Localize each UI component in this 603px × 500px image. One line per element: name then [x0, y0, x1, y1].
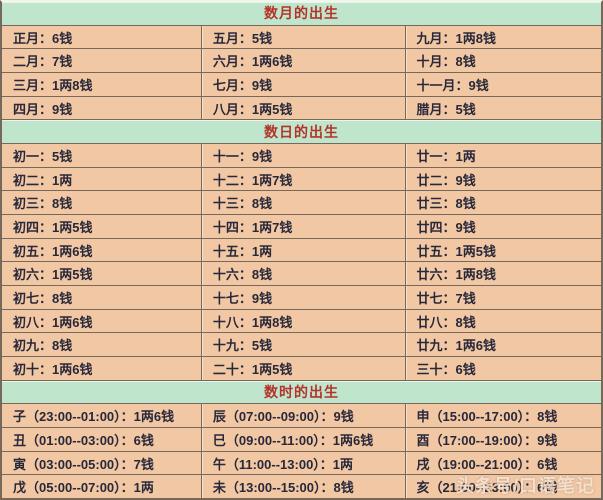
table-cell: 廿五：1两5钱	[404, 238, 601, 262]
table-row: 初七：8钱 十七：9钱 廿七：7钱	[2, 286, 601, 310]
table-cell: 十九：5钱	[200, 333, 405, 357]
table-cell: 二月：7钱	[2, 49, 201, 73]
table-cell: 十三：8钱	[200, 191, 405, 215]
table-cell: 初三：8钱	[2, 191, 201, 215]
table-cell: 丑（01:00--03:00）：6钱	[2, 428, 201, 451]
table-cell: 十六：8钱	[200, 262, 405, 286]
table-cell: 子（23:00--01:00）：1两6钱	[2, 404, 201, 428]
table-cell: 初六：1两5钱	[2, 262, 201, 286]
table-cell: 初四：1两5钱	[2, 215, 201, 238]
table-cell: 七月：9钱	[200, 73, 405, 96]
table-row: 初四：1两5钱 十四：1两7钱 廿四：9钱	[2, 215, 601, 239]
table-row: 四月：9钱 八月：1两5钱 腊月：5钱	[2, 96, 601, 121]
table-cell: 廿七：7钱	[404, 286, 601, 309]
table-cell: 九月：1两8钱	[404, 25, 601, 49]
table-cell: 廿三：8钱	[404, 191, 601, 215]
table-cell: 辰（07:00--09:00）：9钱	[200, 404, 405, 428]
table-cell: 六月：1两6钱	[200, 49, 405, 73]
table-cell: 初七：8钱	[2, 286, 201, 309]
table-cell: 酉（17:00--19:00）：9钱	[404, 428, 601, 451]
table-cell: 廿一：1两	[404, 144, 601, 167]
table-cell: 初二：1两	[2, 167, 201, 191]
table-row: 初九：8钱 十九：5钱 廿九：1两6钱	[2, 333, 601, 358]
table-cell: 廿四：9钱	[404, 215, 601, 238]
table-cell: 十一：9钱	[200, 144, 405, 167]
table-cell: 十五：1两	[200, 238, 405, 262]
table-cell: 十月：8钱	[404, 49, 601, 73]
table-cell: 二十：1两5钱	[200, 357, 405, 380]
table-cell: 三十：6钱	[404, 357, 601, 380]
table-cell: 三月：1两8钱	[2, 73, 201, 96]
table-cell: 亥（21:00--23:00）：6钱	[404, 475, 601, 498]
table-cell: 午（11:00--13:00）：1两	[200, 451, 405, 475]
table-cell: 十二：1两7钱	[200, 167, 405, 191]
table-row: 初六：1两5钱 十六：8钱 廿六：1两8钱	[2, 262, 601, 287]
table-cell: 戊（05:00--07:00）：1两	[2, 475, 201, 498]
section-header: 数日的出生	[2, 120, 601, 145]
table-cell: 初九：8钱	[2, 333, 201, 357]
table-cell: 十四：1两7钱	[200, 215, 405, 238]
table-cell: 未（13:00--15:00）：8钱	[200, 475, 405, 498]
table-cell: 十一月：9钱	[404, 73, 601, 96]
section-header: 数时的出生	[2, 380, 601, 405]
table-row: 二月：7钱 六月：1两6钱 十月：8钱	[2, 49, 601, 74]
table-cell: 初一：5钱	[2, 144, 201, 167]
table-cell: 腊月：5钱	[404, 96, 601, 120]
table-cell: 廿六：1两8钱	[404, 262, 601, 286]
section-header: 数月的出生	[2, 2, 601, 26]
table-cell: 廿二：9钱	[404, 167, 601, 191]
table-cell: 申（15:00--17:00）：8钱	[404, 404, 601, 428]
table-row: 正月：6钱 五月：5钱 九月：1两8钱	[2, 25, 601, 50]
table-cell: 十八：1两8钱	[200, 309, 405, 333]
table-cell: 十七：9钱	[200, 286, 405, 309]
table-row: 戊（05:00--07:00）：1两 未（13:00--15:00）：8钱 亥（21…	[2, 475, 601, 498]
table-cell: 廿八：8钱	[404, 309, 601, 333]
table-row: 初五：1两6钱 十五：1两 廿五：1两5钱	[2, 238, 601, 263]
table-row: 初二：1两 十二：1两7钱 廿二：9钱	[2, 167, 601, 192]
table-cell: 初八：1两6钱	[2, 309, 201, 333]
table-row: 初八：1两6钱 十八：1两8钱 廿八：8钱	[2, 309, 601, 334]
table-row: 三月：1两8钱 七月：9钱 十一月：9钱	[2, 73, 601, 97]
table-cell: 初五：1两6钱	[2, 238, 201, 262]
table-cell: 正月：6钱	[2, 25, 201, 49]
table-row: 初一：5钱 十一：9钱 廿一：1两	[2, 144, 601, 168]
table-cell: 戌（19:00--21:00）：6钱	[404, 451, 601, 475]
table-cell: 寅（03:00--05:00）：7钱	[2, 451, 201, 475]
table-cell: 廿九：1两6钱	[404, 333, 601, 357]
table-cell: 八月：1两5钱	[200, 96, 405, 120]
table-cell: 四月：9钱	[2, 96, 201, 120]
table-cell: 初十：1两6钱	[2, 357, 201, 380]
table-row: 初三：8钱 十三：8钱 廿三：8钱	[2, 191, 601, 216]
table-row: 初十：1两6钱 二十：1两5钱 三十：6钱	[2, 357, 601, 381]
table-cell: 五月：5钱	[200, 25, 405, 49]
table-cell: 巳（09:00--11:00）：1两6钱	[200, 428, 405, 451]
table-row: 寅（03:00--05:00）：7钱 午（11:00--13:00）：1两 戌（19…	[2, 451, 601, 476]
table-row: 子（23:00--01:00）：1两6钱 辰（07:00--09:00）：9钱 申（…	[2, 404, 601, 429]
table-row: 丑（01:00--03:00）：6钱 巳（09:00--11:00）：1两6钱 酉（…	[2, 428, 601, 452]
